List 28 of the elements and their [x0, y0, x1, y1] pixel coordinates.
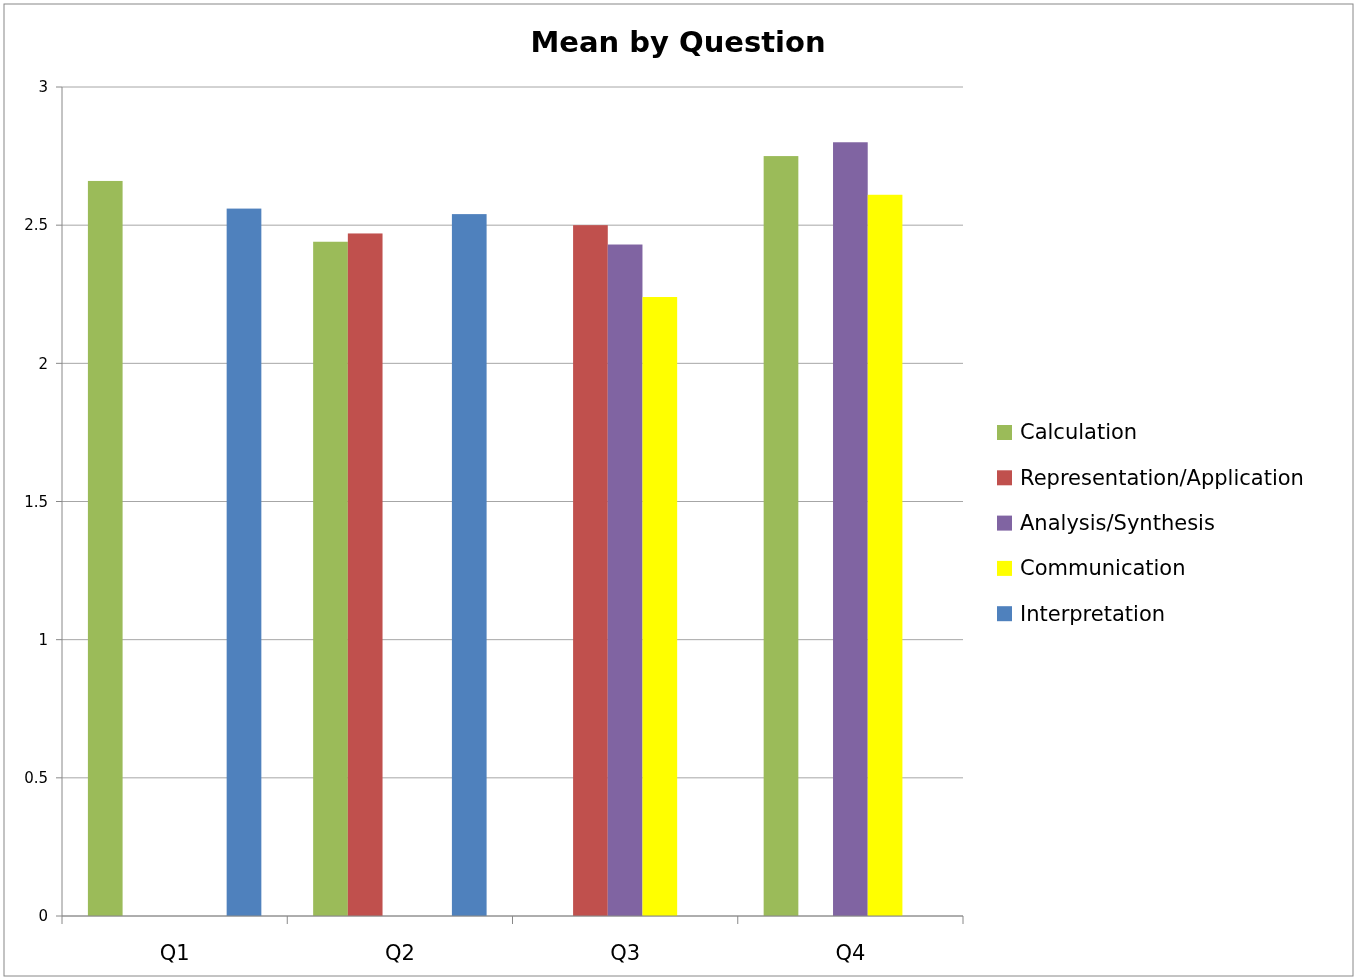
legend-label: Communication	[1020, 556, 1186, 581]
legend-label: Interpretation	[1020, 601, 1166, 626]
bar	[451, 214, 487, 916]
y-tick-label: 0	[38, 907, 48, 926]
bar	[642, 297, 678, 916]
bar	[573, 225, 608, 916]
bar	[87, 180, 123, 916]
y-tick-label: 1	[38, 630, 48, 649]
bar	[313, 241, 348, 916]
y-tick-label: 1.5	[24, 492, 48, 511]
x-tick-label: Q1	[159, 941, 190, 965]
legend-label: Analysis/Synthesis	[1020, 510, 1215, 535]
x-tick-label: Q2	[384, 941, 415, 965]
legend-label: Calculation	[1020, 420, 1138, 445]
x-tick-label: Q3	[610, 941, 641, 965]
legend-label: Representation/Application	[1020, 465, 1304, 490]
x-tick-label: Q4	[835, 941, 866, 965]
bar	[226, 208, 262, 916]
y-tick-label: 0.5	[24, 769, 48, 788]
bar	[833, 142, 868, 916]
chart-title: Mean by Question	[530, 25, 826, 59]
bar	[347, 233, 383, 916]
y-tick-label: 2.5	[24, 216, 48, 235]
bar	[867, 194, 903, 916]
y-tick-label: 3	[38, 78, 48, 97]
bar	[763, 156, 799, 916]
y-tick-label: 2	[38, 354, 48, 373]
bar	[607, 244, 643, 916]
